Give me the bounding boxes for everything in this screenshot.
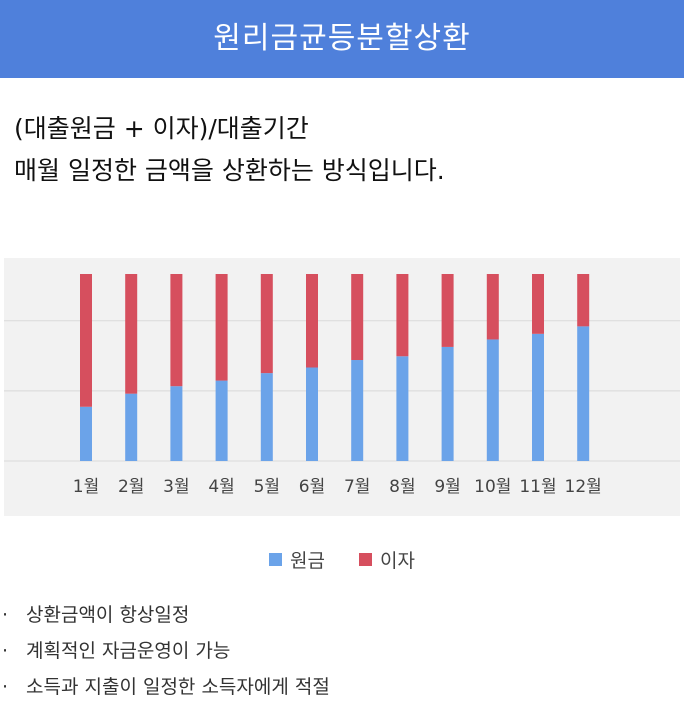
bar-principal bbox=[306, 367, 318, 461]
feature-item: · 계획적인 자금운영이 가능 bbox=[2, 633, 330, 669]
x-tick-label: 9월 bbox=[434, 477, 460, 497]
bar-principal bbox=[260, 373, 273, 461]
bar-principal bbox=[441, 346, 454, 461]
bar-interest bbox=[351, 274, 364, 361]
legend-swatch-principal bbox=[269, 553, 282, 566]
legend-label-interest: 이자 bbox=[380, 550, 415, 572]
bar-interest bbox=[260, 274, 273, 374]
bar-principal bbox=[351, 360, 364, 461]
x-tick-label: 10월 bbox=[474, 477, 511, 497]
legend-item-principal: 원금 bbox=[269, 546, 325, 573]
feature-item: · 상환금액이 항상일정 bbox=[2, 597, 330, 633]
bar-principal bbox=[80, 406, 92, 461]
x-tick-label: 12월 bbox=[565, 477, 602, 497]
page-title: 원리금균등분할상환 bbox=[0, 0, 684, 78]
bar-interest bbox=[486, 274, 499, 340]
bar-interest bbox=[215, 274, 228, 381]
bar-principal bbox=[170, 386, 183, 461]
x-tick-label: 1월 bbox=[73, 477, 99, 497]
bar-interest bbox=[80, 274, 92, 407]
feature-item: · 소득과 지출이 일정한 소득자에게 적절 bbox=[2, 669, 330, 705]
bar-interest bbox=[577, 274, 590, 327]
formula-text: (대출원금 + 이자)/대출기간 bbox=[14, 114, 309, 143]
x-tick-label: 3월 bbox=[163, 477, 189, 497]
legend-label-principal: 원금 bbox=[290, 550, 325, 572]
bar-principal bbox=[215, 380, 228, 461]
bar-principal bbox=[486, 339, 499, 461]
explanation-text: 매월 일정한 금액을 상환하는 방식입니다. bbox=[14, 156, 445, 185]
x-tick-label: 8월 bbox=[389, 477, 415, 497]
legend-swatch-interest bbox=[359, 553, 373, 566]
legend-item-interest: 이자 bbox=[359, 546, 415, 573]
bar-interest bbox=[170, 274, 183, 387]
bar-interest bbox=[441, 274, 454, 347]
bar-principal bbox=[396, 356, 409, 461]
x-tick-label: 6월 bbox=[299, 477, 325, 497]
chart-legend: 원금 이자 bbox=[0, 546, 684, 573]
feature-text: 상환금액이 항상일정 bbox=[26, 604, 190, 626]
description: (대출원금 + 이자)/대출기간 매월 일정한 금액을 상환하는 방식입니다. bbox=[14, 108, 445, 192]
bar-interest bbox=[306, 274, 318, 368]
feature-text: 소득과 지출이 일정한 소득자에게 적절 bbox=[26, 676, 330, 698]
bar-interest bbox=[396, 274, 409, 357]
feature-text: 계획적인 자금운영이 가능 bbox=[26, 640, 231, 662]
bar-interest bbox=[125, 274, 138, 394]
x-tick-label: 7월 bbox=[344, 477, 370, 497]
bar-principal bbox=[577, 326, 590, 461]
bullet-icon: · bbox=[2, 640, 9, 662]
bar-interest bbox=[532, 274, 544, 334]
x-tick-label: 4월 bbox=[208, 477, 234, 497]
stacked-bar-chart: 1월 2월 3월 4월 5월 6월 7월 8월 9월 10월 11월 12월 bbox=[4, 274, 680, 497]
chart-panel: 1월 2월 3월 4월 5월 6월 7월 8월 9월 10월 11월 12월 bbox=[4, 258, 680, 516]
bullet-icon: · bbox=[2, 604, 9, 626]
bar-principal bbox=[532, 333, 544, 461]
feature-list: · 상환금액이 항상일정 · 계획적인 자금운영이 가능 · 소득과 지출이 일정한 … bbox=[2, 597, 330, 705]
bar-principal bbox=[125, 393, 138, 461]
x-tick-label: 2월 bbox=[118, 477, 144, 497]
bullet-icon: · bbox=[2, 676, 9, 698]
x-tick-label: 11월 bbox=[519, 477, 556, 497]
x-tick-label: 5월 bbox=[254, 477, 280, 497]
